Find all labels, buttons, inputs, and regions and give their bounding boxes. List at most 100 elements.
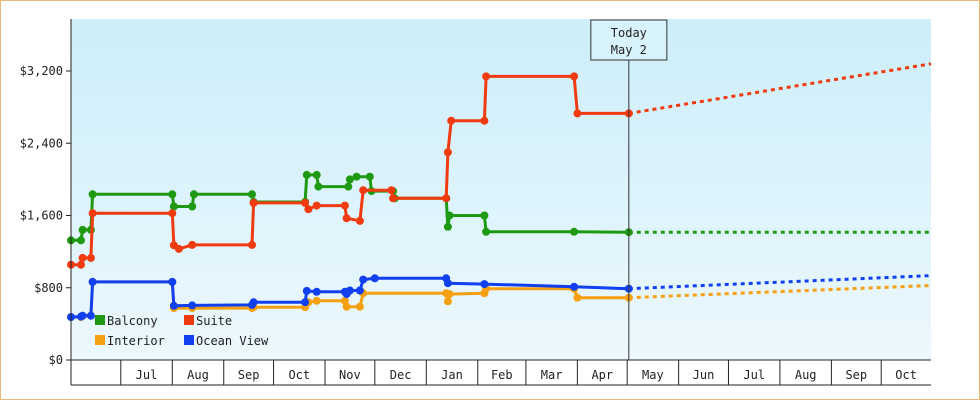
x-tick-label: Jul [743, 368, 765, 382]
x-tick-label: Oct [895, 368, 917, 382]
data-point [77, 236, 85, 245]
data-point [188, 301, 197, 310]
legend-label-balcony: Balcony [107, 314, 158, 328]
data-point [570, 282, 579, 291]
data-point [482, 72, 491, 81]
data-point [248, 190, 256, 199]
data-point [342, 214, 351, 223]
data-point [312, 296, 321, 305]
legend: Balcony Suite Interior Ocean View [95, 314, 269, 348]
data-point [302, 170, 311, 179]
legend-label-ocean-view: Ocean View [196, 334, 269, 348]
data-point [88, 190, 97, 199]
y-tick-label: $800 [34, 281, 63, 295]
data-point [387, 186, 396, 195]
data-point [345, 286, 354, 295]
today-date: May 2 [611, 43, 647, 57]
data-point [359, 186, 368, 195]
data-point [188, 202, 197, 211]
data-point [570, 227, 579, 236]
data-point [344, 182, 353, 191]
legend-swatch-balcony [95, 315, 105, 325]
data-point [573, 293, 582, 302]
x-tick-label: Mar [541, 368, 563, 382]
data-point [189, 190, 198, 199]
data-point [88, 277, 97, 286]
series-suite [67, 62, 932, 269]
data-point [355, 286, 364, 295]
y-tick-label: $1,600 [20, 209, 63, 223]
x-tick-label: Feb [491, 368, 513, 382]
x-tick-label: Sep [845, 368, 867, 382]
x-tick-label: Aug [187, 368, 209, 382]
today-box [590, 19, 668, 61]
data-point [249, 298, 258, 307]
data-point [312, 287, 321, 296]
data-point [78, 253, 87, 262]
data-point [301, 298, 310, 307]
legend-label-suite: Suite [196, 314, 232, 328]
data-point [352, 172, 361, 181]
data-point [443, 297, 452, 306]
data-point [445, 211, 454, 220]
y-tick-label: $3,200 [20, 64, 63, 78]
data-point [443, 148, 452, 157]
data-point [355, 302, 364, 311]
axes-layer: $0 $800 $1,600 $2,400 $3,200 Jul Aug Sep Oct Nov D… [20, 19, 931, 386]
x-tick-label: Apr [591, 368, 613, 382]
data-point [78, 311, 87, 320]
y-tick-label: $2,400 [20, 136, 63, 150]
x-tick-label: Aug [795, 368, 817, 382]
series-line-suite [71, 74, 629, 267]
data-point [355, 216, 364, 225]
data-point [302, 286, 311, 295]
data-point [482, 227, 491, 236]
x-tick-label: Dec [390, 368, 412, 382]
y-tick-label: $0 [49, 353, 63, 367]
data-point [168, 277, 177, 286]
data-point [443, 222, 452, 231]
series-layer [67, 62, 932, 322]
data-point [365, 172, 374, 181]
data-point [304, 205, 313, 214]
data-point [442, 194, 451, 203]
x-tick-label: Oct [288, 368, 310, 382]
x-tick-label: May [642, 368, 664, 382]
data-point [312, 170, 321, 179]
data-point [314, 182, 323, 191]
data-point [86, 253, 95, 262]
data-point [340, 201, 349, 210]
data-point [188, 240, 197, 249]
data-point [342, 302, 351, 311]
forecast-line-ocean-view [628, 274, 932, 291]
data-point [443, 279, 452, 288]
data-point [78, 225, 87, 234]
data-point [174, 244, 183, 253]
today-marker: Today May 2 [590, 19, 668, 360]
data-point [168, 190, 177, 199]
forecast-line-interior [628, 284, 932, 300]
data-point [169, 301, 178, 310]
data-point [301, 198, 310, 207]
legend-label-interior: Interior [107, 334, 165, 348]
data-point [168, 209, 177, 218]
series-ocean-view [67, 274, 932, 322]
data-point [249, 198, 258, 207]
legend-swatch-ocean-view [184, 335, 194, 345]
data-point [88, 209, 97, 218]
data-point [447, 116, 456, 125]
today-label: Today [611, 26, 647, 40]
data-point [248, 240, 256, 249]
forecast-line-suite [628, 62, 932, 115]
data-point [86, 311, 95, 320]
x-tick-label: Jun [693, 368, 715, 382]
legend-swatch-suite [184, 315, 194, 325]
data-point [480, 280, 489, 289]
data-point [445, 290, 454, 299]
x-tick-label: Jan [441, 368, 463, 382]
data-point [359, 275, 368, 284]
data-point [77, 260, 85, 269]
data-point [345, 175, 354, 184]
